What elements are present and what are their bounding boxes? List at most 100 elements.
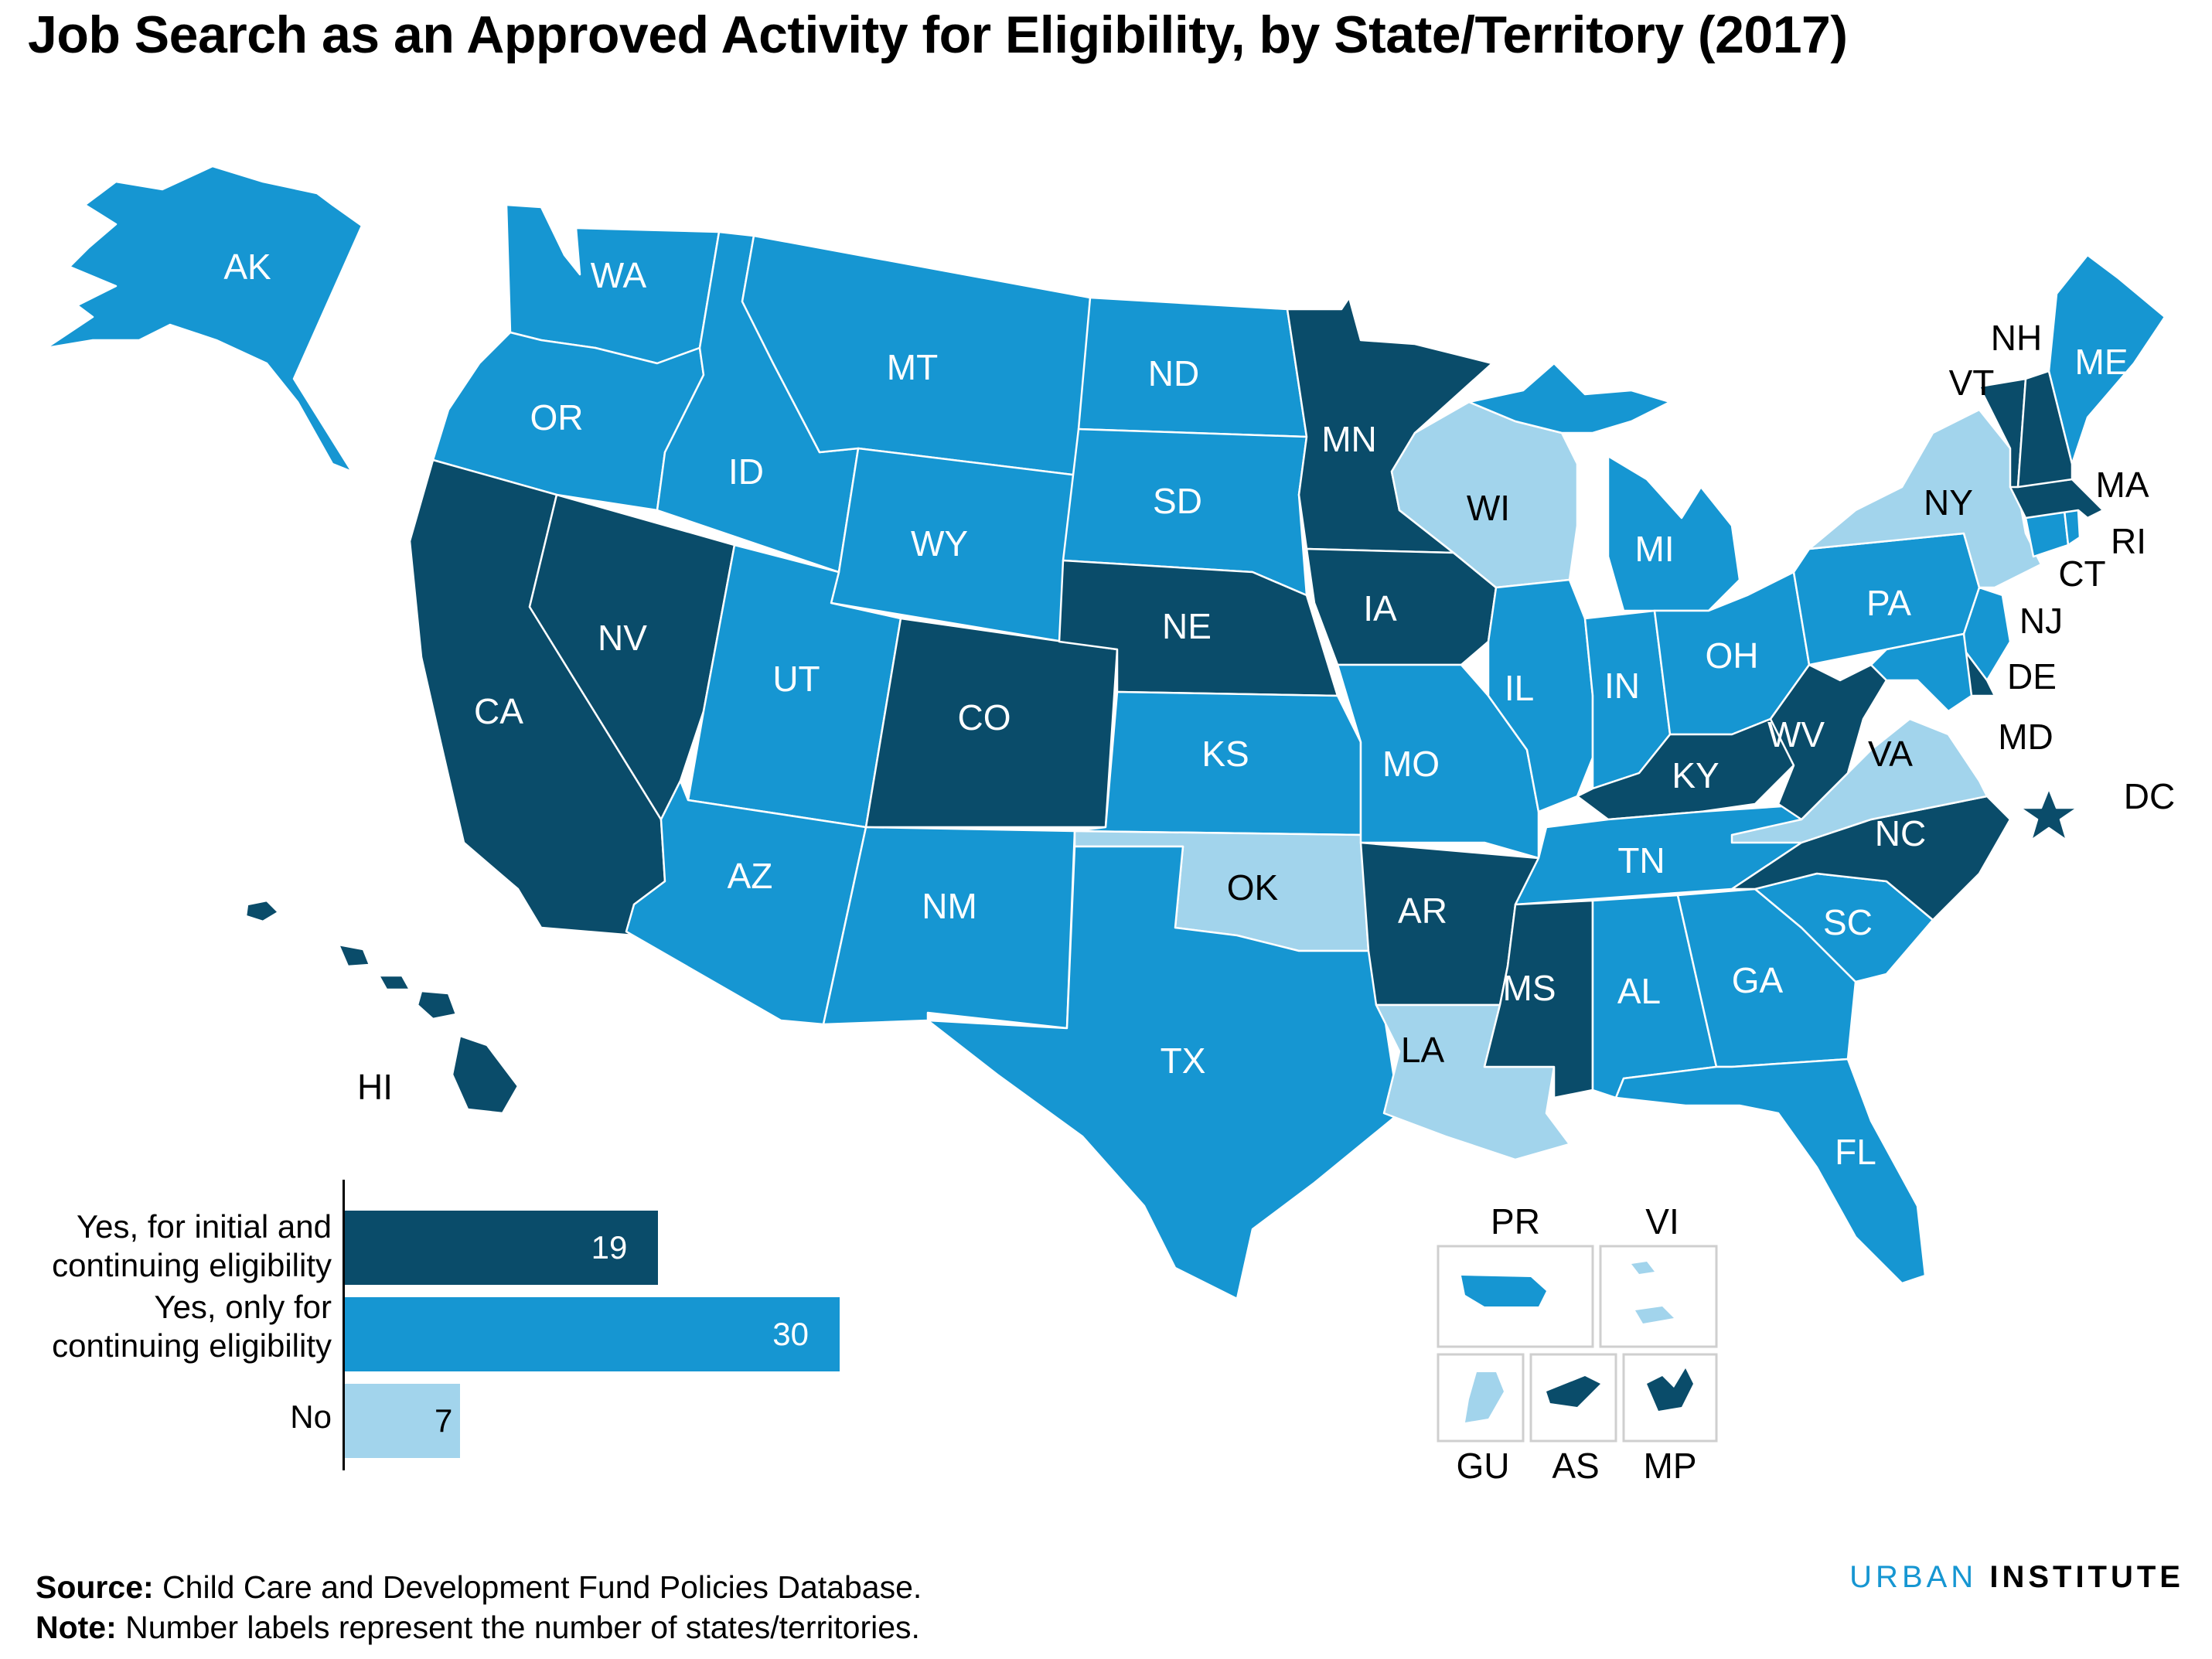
label-MI: MI (1634, 529, 1674, 569)
state-FL (1614, 1058, 1927, 1285)
label-VT: VT (1949, 363, 1995, 403)
territory-inset (1437, 1245, 1718, 1443)
label-VA: VA (1868, 734, 1913, 774)
state-labels: AK WA OR CA NV ID MT WY UT AZ CO NM ND S… (223, 247, 2175, 1486)
state-MI (1607, 455, 1741, 612)
state-IA (1305, 547, 1498, 666)
label-AR: AR (1398, 891, 1447, 931)
label-NY: NY (1924, 482, 1973, 523)
label-MP: MP (1644, 1446, 1697, 1486)
label-ME: ME (2075, 342, 2128, 382)
state-ME (2047, 254, 2166, 465)
state-MD (1869, 632, 1973, 713)
bar-label-initial-continuing: Yes, for initial and continuing eligibili… (52, 1208, 332, 1283)
bar-axis (343, 1180, 345, 1470)
state-WY (830, 447, 1080, 643)
label-ND: ND (1148, 353, 1199, 393)
state-HI (337, 943, 371, 968)
urban-institute-logo: URBAN INSTITUTE (1849, 1560, 2184, 1594)
label-MN: MN (1321, 419, 1377, 459)
label-MD: MD (1998, 717, 2054, 757)
label-IA: IA (1363, 588, 1397, 629)
label-AK: AK (223, 247, 271, 287)
label-KS: KS (1201, 734, 1249, 774)
chart-title: Job Search as an Approved Activity for E… (28, 5, 1848, 64)
label-TX: TX (1161, 1041, 1206, 1081)
state-NM (822, 826, 1076, 1030)
state-VT (1978, 377, 2027, 489)
label-PA: PA (1866, 583, 1911, 623)
state-MA (2009, 478, 2105, 520)
label-MA: MA (2096, 465, 2149, 505)
label-AS: AS (1552, 1446, 1599, 1486)
label-AZ: AZ (728, 856, 773, 896)
label-CA: CA (474, 691, 523, 731)
bar-no: 7 (345, 1384, 461, 1458)
territory-PR (1461, 1276, 1546, 1306)
label-WI: WI (1467, 488, 1510, 528)
state-TX (926, 845, 1401, 1300)
label-FL: FL (1835, 1132, 1876, 1172)
label-PR: PR (1491, 1201, 1540, 1242)
label-AL: AL (1617, 971, 1661, 1011)
label-OK: OK (1227, 867, 1279, 908)
label-ID: ID (728, 451, 764, 492)
label-OH: OH (1706, 635, 1759, 676)
label-WA: WA (591, 255, 647, 295)
label-KY: KY (1672, 755, 1719, 795)
state-DC (2019, 787, 2079, 842)
state-AK (45, 165, 363, 473)
label-NM: NM (922, 886, 977, 926)
label-DE: DE (2007, 656, 2057, 697)
state-NH (2016, 370, 2074, 489)
footnote: Note: Number labels represent the number… (36, 1610, 920, 1645)
label-CO: CO (958, 697, 1011, 738)
label-SC: SC (1823, 902, 1873, 942)
label-RI: RI (2111, 521, 2146, 561)
label-DC: DC (2124, 776, 2175, 816)
label-MO: MO (1382, 744, 1440, 784)
territory-GU (1465, 1372, 1504, 1422)
state-HI (416, 990, 458, 1020)
label-LA: LA (1401, 1030, 1445, 1070)
label-MT: MT (887, 347, 938, 387)
bar-value-no: 7 (434, 1402, 453, 1439)
state-WV (1769, 663, 1888, 821)
label-NV: NV (598, 618, 647, 658)
label-TN: TN (1617, 840, 1665, 881)
label-CT: CT (2058, 554, 2105, 594)
label-GA: GA (1732, 960, 1784, 1000)
bar-label-no: No (290, 1398, 332, 1435)
label-UT: UT (772, 659, 820, 699)
label-WY: WY (911, 523, 968, 564)
source-note: Source: Child Care and Development Fund … (36, 1569, 922, 1605)
label-WV: WV (1767, 714, 1825, 755)
bar-value-continuing-only: 30 (772, 1316, 809, 1352)
state-MO (1336, 663, 1540, 860)
label-NE: NE (1162, 606, 1212, 646)
label-IL: IL (1505, 668, 1534, 708)
label-HI: HI (357, 1067, 393, 1107)
bar-label-continuing-only: Yes, only for continuing eligibility (52, 1289, 332, 1364)
label-OR: OR (530, 397, 584, 438)
territory-AS (1546, 1376, 1600, 1407)
label-VI: VI (1645, 1201, 1679, 1242)
label-NH: NH (1991, 318, 2042, 358)
state-HI (377, 974, 411, 991)
label-NJ: NJ (2019, 601, 2063, 641)
bar-value-initial-continuing: 19 (591, 1229, 628, 1266)
state-RI (2063, 509, 2081, 547)
bar-continuing-only: 30 (345, 1297, 840, 1371)
label-GU: GU (1457, 1446, 1510, 1486)
territory-VI (1635, 1306, 1674, 1323)
bar-initial-continuing: 19 (345, 1211, 659, 1285)
label-SD: SD (1153, 481, 1202, 521)
label-NC: NC (1875, 813, 1926, 853)
label-IN: IN (1604, 666, 1640, 706)
territory-MP (1647, 1368, 1693, 1411)
state-HI (244, 899, 280, 923)
state-MI-upper (1467, 362, 1672, 434)
label-MS: MS (1503, 968, 1556, 1008)
territory-VI (1631, 1262, 1655, 1274)
